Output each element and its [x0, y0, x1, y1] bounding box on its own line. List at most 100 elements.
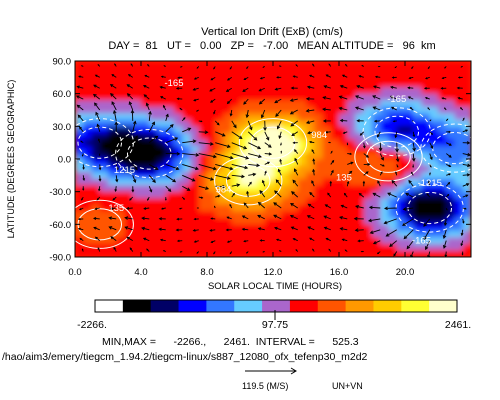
wind-vector-head: [114, 121, 119, 126]
field-cell: [347, 80, 357, 88]
field-cell: [314, 250, 324, 257]
field-cell: [339, 224, 348, 232]
wind-vector-head: [96, 198, 99, 201]
field-cell: [215, 224, 225, 232]
wind-vector-head: [76, 104, 81, 109]
field-cell: [380, 132, 390, 140]
wind-vector: [406, 240, 414, 249]
wind-vector-head: [322, 119, 327, 123]
field-cell: [396, 250, 406, 257]
field-cell: [207, 178, 216, 186]
wind-vector-head: [447, 193, 450, 197]
field-cell: [182, 165, 192, 173]
wind-vector-head: [259, 77, 263, 80]
wind-vector-head: [465, 129, 469, 132]
field-cell: [405, 224, 414, 232]
wind-vector-head: [377, 65, 380, 68]
field-cell: [256, 113, 266, 121]
field-cell: [91, 139, 101, 147]
wind-vector: [93, 84, 100, 89]
field-cell: [99, 237, 109, 245]
field-cell: [231, 204, 241, 212]
field-cell: [273, 230, 282, 238]
field-cell: [165, 67, 175, 75]
field-cell: [438, 224, 447, 232]
wind-vector-head: [179, 251, 182, 253]
field-cell: [297, 74, 307, 82]
field-cell: [413, 243, 423, 252]
field-cell: [413, 230, 423, 238]
field-cell: [215, 119, 225, 127]
field-cell: [165, 243, 175, 252]
field-cell: [306, 80, 315, 88]
field-cell: [182, 132, 192, 140]
field-cell: [380, 100, 390, 108]
wind-vector-head: [226, 100, 230, 105]
field-cell: [429, 106, 439, 114]
field-cell: [314, 132, 324, 140]
wind-vector-head: [229, 166, 234, 171]
field-cell: [132, 211, 142, 219]
wind-vector-head: [373, 119, 377, 123]
field-cell: [355, 61, 365, 69]
field-cell: [248, 198, 258, 206]
wind-vector: [423, 218, 431, 227]
wind-vector-head: [113, 246, 116, 250]
field-cell: [165, 198, 175, 206]
wind-vector-head: [109, 84, 114, 88]
wind-vector-head: [176, 97, 180, 101]
field-cell: [322, 191, 332, 199]
field-cell: [198, 250, 208, 257]
field-cell: [429, 61, 439, 69]
wind-vector: [242, 87, 249, 92]
field-cell: [83, 113, 93, 121]
wind-vector-head: [141, 226, 146, 231]
field-cell: [413, 119, 423, 127]
field-cell: [75, 178, 84, 186]
field-cell: [248, 211, 258, 219]
colorbar-swatch: [234, 300, 263, 312]
field-cell: [190, 93, 200, 101]
field-cell: [462, 250, 471, 257]
wind-vector-head: [350, 161, 354, 165]
field-cell: [91, 74, 101, 82]
field-cell: [413, 224, 423, 232]
field-cell: [264, 106, 274, 114]
field-cell: [99, 191, 109, 199]
field-cell: [264, 61, 274, 69]
wind-vector: [215, 131, 226, 137]
contour-label: 135: [336, 173, 352, 184]
field-cell: [306, 178, 315, 186]
field-cell: [297, 106, 307, 114]
field-cell: [248, 178, 258, 186]
wind-vector: [370, 229, 381, 234]
field-cell: [372, 80, 381, 88]
field-cell: [248, 159, 258, 167]
field-cell: [182, 204, 192, 212]
field-cell: [116, 74, 126, 82]
field-cell: [124, 250, 134, 257]
wind-vector-head: [427, 107, 430, 110]
field-cell: [306, 198, 315, 206]
field-cell: [182, 80, 192, 88]
field-cell: [380, 224, 390, 232]
field-cell: [297, 237, 307, 245]
field-cell: [380, 211, 390, 219]
field-cell: [438, 139, 447, 147]
field-cell: [454, 119, 464, 127]
field-cell: [149, 152, 159, 160]
field-cell: [330, 67, 340, 75]
field-cell: [396, 211, 406, 219]
field-cell: [223, 224, 233, 232]
field-cell: [182, 178, 192, 186]
field-cell: [116, 230, 126, 238]
field-cell: [157, 113, 167, 121]
field-cell: [363, 113, 373, 121]
field-cell: [322, 185, 332, 193]
wind-vector-head: [412, 147, 416, 152]
field-cell: [141, 87, 150, 95]
field-cell: [99, 87, 109, 95]
wind-vector: [311, 180, 315, 187]
field-cell: [190, 80, 200, 88]
field-cell: [388, 224, 398, 232]
